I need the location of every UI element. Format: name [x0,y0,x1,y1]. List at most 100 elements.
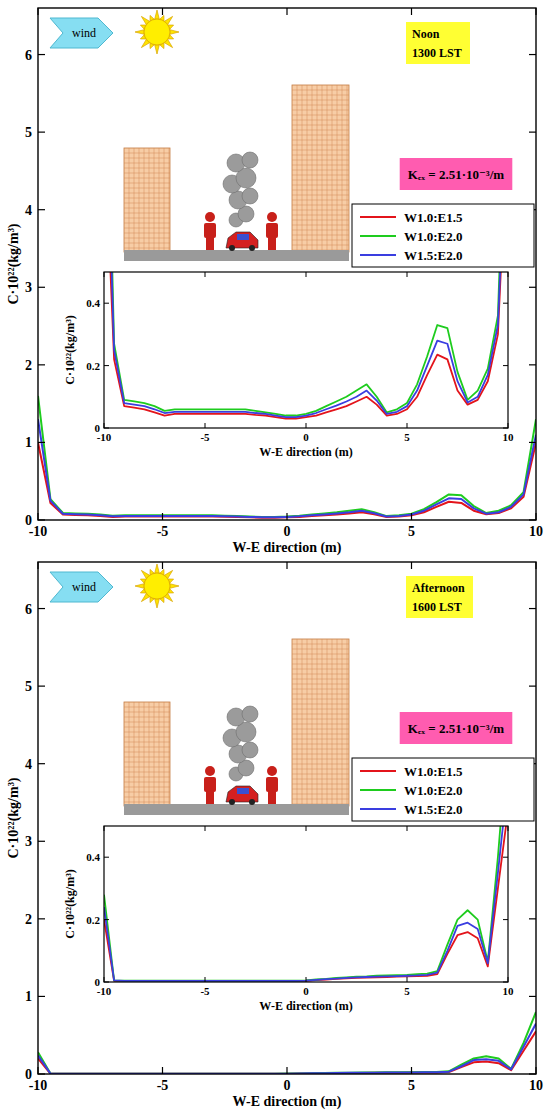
building-grid [292,215,349,216]
inset-y-tick [503,919,508,920]
x-tick-label: 5 [408,524,415,539]
building-grid [292,709,349,710]
inset-x-tick-label: 5 [404,431,410,443]
inset-x-tick [306,977,307,982]
legend-box [352,758,534,821]
building-grid [292,175,349,176]
building-grid [124,238,170,239]
inset-x-tick [104,826,105,831]
wind-arrow [50,572,113,602]
y-tick-label: 5 [25,679,32,694]
y-tick [38,132,45,133]
sun-ray [135,584,144,589]
sun [144,573,170,599]
x-axis-title: W-E direction (m) [233,1094,342,1110]
inset-x-tick [508,977,509,982]
legend-swatch [360,789,396,791]
building [124,148,170,252]
smoke [242,152,258,168]
building-grid [124,782,170,783]
building-grid [164,702,165,806]
y-tick [529,364,536,365]
main-series [38,1012,536,1074]
legend-swatch [360,770,396,772]
k-label: Kₑₓ = 2.51·10⁻³/m [408,167,505,182]
y-tick-label: 2 [25,358,32,373]
x-tick-label: -5 [157,524,169,539]
x-tick [162,513,163,520]
building-grid [134,702,135,806]
building-grid [124,742,170,743]
plot-frame [38,8,536,520]
y-tick-label: 2 [25,912,32,927]
y-tick [529,287,536,288]
car-wheel [249,245,255,251]
x-tick [286,1067,287,1074]
wind-arrow [50,18,113,48]
inset-series [104,272,508,419]
inset-background [104,826,508,982]
inset-x-tick [407,423,408,428]
building-grid [124,727,170,728]
person [268,237,276,250]
building-grid [292,105,349,106]
inset-y-tick [104,428,109,429]
inset-y-tick [104,919,109,920]
y-tick [38,841,45,842]
building-grid [124,218,170,219]
building-grid [292,130,349,131]
building-grid [292,734,349,735]
inset-y-tick-label: 0.2 [86,360,100,372]
sun-ray [170,30,179,35]
building-grid [149,148,150,252]
inset-x-tick [407,272,408,277]
inset-y-tick-label: 0.2 [86,914,100,926]
building-grid [144,702,145,806]
plot-background [38,8,536,520]
building-grid [139,702,140,806]
building-grid [292,759,349,760]
building-grid [292,90,349,91]
sun-ray [170,584,179,589]
y-tick [38,209,45,210]
inset-x-tick [508,423,509,428]
building-grid [124,208,170,209]
inset-x-tick [306,423,307,428]
building-grid [292,165,349,166]
building-grid [124,792,170,793]
series-line [38,419,536,517]
building-grid [164,148,165,252]
inset-y-tick [503,982,508,983]
building-grid [292,220,349,221]
y-tick-label: 4 [25,203,32,218]
inset-series [104,826,508,981]
building-grid [292,799,349,800]
building-grid [124,737,170,738]
building-grid [292,225,349,226]
building-grid [292,719,349,720]
building-grid [292,195,349,196]
building-grid [292,125,349,126]
building-grid [292,749,349,750]
plot-background [38,562,536,1074]
building-grid [292,669,349,670]
y-tick-label: 6 [25,48,32,63]
time-label: 1300 LST [412,46,462,60]
sun-ray [155,45,160,54]
x-tick-label: 0 [284,524,291,539]
inset-x-tick-label: 10 [503,431,515,443]
y-tick [38,364,45,365]
person [267,212,277,222]
time-box [406,576,473,618]
building-grid [292,235,349,236]
smoke [242,742,258,758]
inset-x-tick [306,826,307,831]
building-grid [124,712,170,713]
figure: -10-505100123456W-E direction (m)C·10²²(… [0,0,552,1113]
building-grid [292,774,349,775]
inset-x-tick [104,272,105,277]
person [205,212,215,222]
building-grid [124,243,170,244]
plot-frame [38,562,536,1074]
time-label: Afternoon [412,581,465,595]
